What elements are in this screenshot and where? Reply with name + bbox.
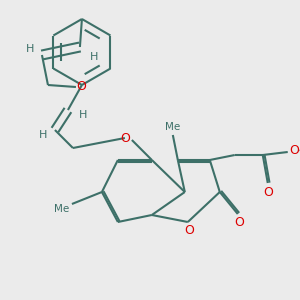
Text: Me: Me — [165, 122, 181, 132]
Text: O: O — [76, 80, 86, 92]
Text: O: O — [289, 143, 299, 157]
Text: H: H — [79, 110, 87, 120]
Text: O: O — [184, 224, 194, 238]
Text: O: O — [120, 131, 130, 145]
Text: O: O — [263, 185, 273, 199]
Text: Me: Me — [54, 204, 70, 214]
Text: H: H — [39, 130, 47, 140]
Text: H: H — [26, 44, 34, 54]
Text: H: H — [90, 52, 98, 62]
Text: O: O — [234, 217, 244, 230]
